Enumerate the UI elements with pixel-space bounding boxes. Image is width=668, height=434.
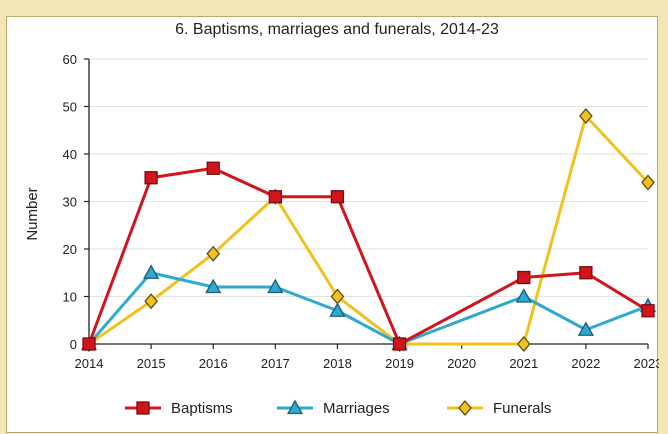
baptisms-point (579, 266, 593, 280)
marriages-point (515, 288, 532, 303)
baptisms-point (330, 190, 345, 204)
legend-marker (136, 401, 150, 415)
grid-lines (89, 58, 648, 297)
marriages-point (267, 278, 284, 294)
line-chart: 6. Baptisms, marriages and funerals, 201… (24, 21, 659, 417)
y-tick-label: 0 (70, 337, 77, 352)
baptisms-point (144, 171, 158, 185)
funerals-point (641, 174, 655, 191)
y-tick-label: 50 (63, 100, 77, 115)
series-group (80, 108, 657, 352)
legend-marker (458, 400, 472, 416)
baptisms-point (392, 337, 407, 351)
legend-label: Marriages (323, 400, 390, 417)
x-tick-label: 2020 (447, 356, 476, 371)
funerals-point (144, 293, 158, 310)
legend: Baptisms Marriages Funerals (125, 399, 551, 417)
x-tick-label: 2019 (385, 356, 414, 371)
x-tick-label: 2015 (137, 356, 166, 371)
funerals-line (88, 114, 650, 346)
legend-label: Baptisms (171, 400, 233, 417)
y-tick-label: 10 (63, 290, 77, 305)
funerals-point (206, 245, 221, 262)
legend-item-funerals: Funerals (447, 400, 551, 417)
x-tick-label: 2016 (199, 356, 228, 371)
series-marriages (80, 264, 657, 351)
funerals-point (516, 336, 531, 352)
x-tick-label: 2022 (571, 356, 600, 371)
y-tick-label: 20 (63, 242, 77, 257)
x-axis-ticks: 2014 2015 2016 2017 2018 2019 2020 2021 2022 2023 (75, 344, 659, 371)
baptisms-point (268, 190, 282, 204)
y-tick-label: 60 (63, 52, 77, 67)
baptisms-point (641, 304, 655, 318)
y-tick-label: 30 (63, 195, 77, 210)
y-axis-ticks: 0 10 20 30 40 50 60 (63, 52, 77, 352)
legend-label: Funerals (493, 400, 551, 417)
axes (84, 58, 648, 345)
series-funerals (82, 108, 655, 352)
chart-title: 6. Baptisms, marriages and funerals, 201… (175, 21, 499, 38)
marriages-point (329, 302, 346, 317)
series-baptisms (82, 161, 655, 351)
y-tick-label: 40 (63, 147, 77, 162)
legend-marker (286, 399, 304, 415)
x-tick-label: 2014 (75, 356, 104, 371)
chart-frame: 6. Baptisms, marriages and funerals, 201… (6, 16, 659, 433)
marriages-point (577, 321, 594, 336)
x-tick-label: 2018 (323, 356, 352, 371)
baptisms-point (82, 337, 96, 351)
legend-item-marriages: Marriages (277, 399, 390, 417)
marriages-point (205, 278, 222, 294)
legend-item-baptisms: Baptisms (125, 400, 233, 417)
baptisms-point (517, 270, 531, 285)
x-tick-label: 2021 (509, 356, 538, 371)
y-axis-label: Number (24, 187, 41, 240)
funerals-point (579, 108, 593, 124)
baptisms-point (206, 161, 220, 175)
x-tick-label: 2017 (261, 356, 290, 371)
marriages-point (143, 264, 160, 279)
x-tick-label: 2023 (634, 356, 659, 371)
